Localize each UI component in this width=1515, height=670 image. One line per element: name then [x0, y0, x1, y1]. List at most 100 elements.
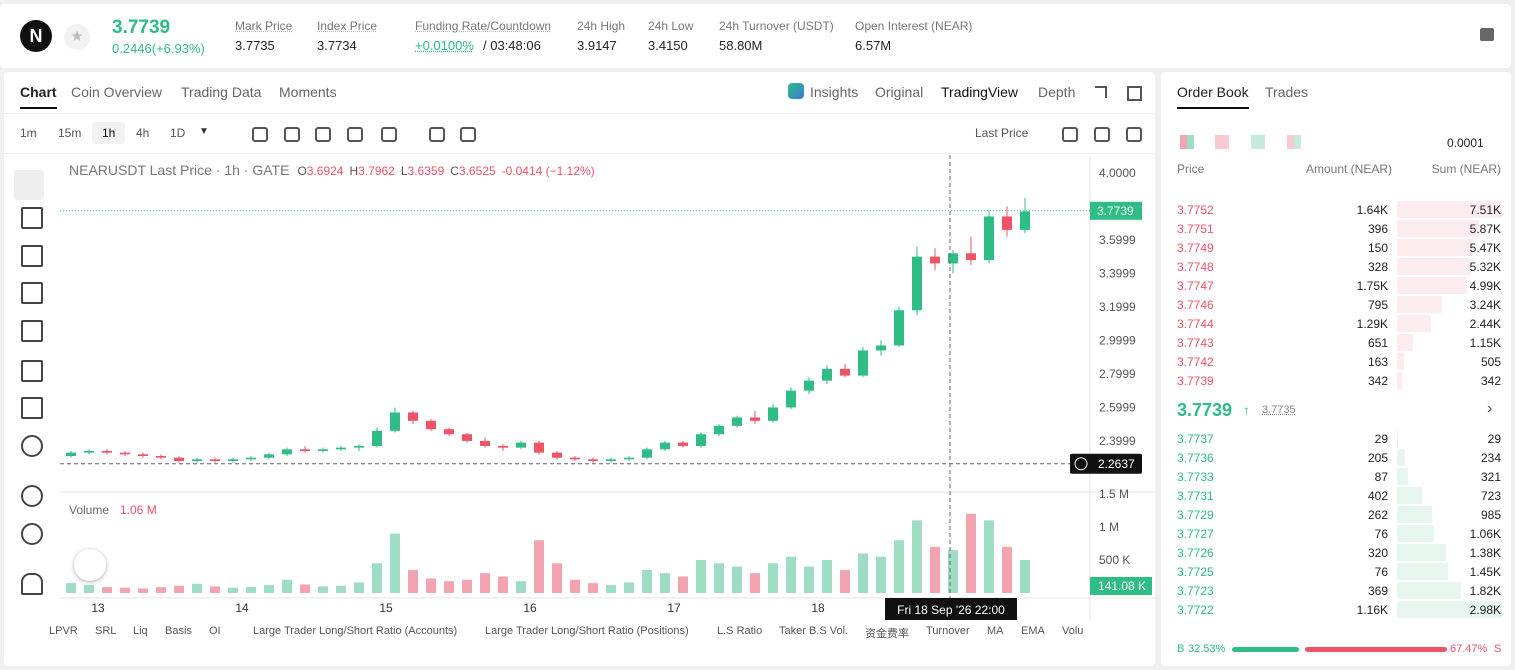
- candle-body: [804, 380, 814, 391]
- favorite-button[interactable]: ★: [64, 24, 90, 50]
- drawing-tool[interactable]: [21, 207, 43, 229]
- ob-sum: 505: [1480, 355, 1501, 369]
- tab[interactable]: Coin Overview: [71, 84, 163, 100]
- toolbar-icon[interactable]: [429, 127, 445, 142]
- tab[interactable]: Trading Data: [181, 84, 262, 100]
- view-tab[interactable]: Insights: [810, 84, 859, 100]
- toolbar-icon[interactable]: [252, 127, 268, 142]
- toolbar-icon[interactable]: [1126, 127, 1142, 142]
- indicator[interactable]: EMA: [1021, 625, 1045, 637]
- depth-bar: [1397, 544, 1446, 561]
- drawing-tool[interactable]: [21, 397, 43, 419]
- ob-view-icon[interactable]: [1180, 135, 1194, 149]
- candle-body: [156, 455, 166, 458]
- indicator[interactable]: SRL: [95, 625, 117, 637]
- candle-body: [192, 459, 202, 462]
- ob-tab[interactable]: Trades: [1265, 84, 1309, 100]
- ob-sum: 7.51K: [1469, 203, 1501, 217]
- ob-view-icon[interactable]: [1215, 135, 1229, 149]
- view-tab[interactable]: Depth: [1038, 84, 1076, 100]
- volume-bar: [390, 533, 400, 593]
- indicator[interactable]: Liq: [133, 625, 148, 637]
- toolbar-icon[interactable]: [315, 127, 331, 142]
- magnet-tool[interactable]: [21, 573, 43, 595]
- toolbar-icon[interactable]: [381, 127, 397, 142]
- ob-precision[interactable]: 0.0001: [1447, 136, 1484, 150]
- toolbar-icon[interactable]: [347, 127, 363, 142]
- volume-bar: [372, 563, 382, 593]
- volume-tick-label: 1 M: [1099, 520, 1119, 534]
- interval[interactable]: 15m: [58, 126, 82, 140]
- drawing-tool[interactable]: [14, 170, 44, 200]
- drawing-tool[interactable]: [21, 282, 43, 304]
- crosshair-plus: [1074, 457, 1088, 471]
- y-tick-label: 3.5999: [1099, 233, 1136, 247]
- candle-body: [606, 459, 616, 462]
- legend-c_value: 3.6525: [458, 164, 496, 178]
- drawing-tool[interactable]: [21, 245, 43, 267]
- last-volume-tag: [1090, 577, 1152, 595]
- toolbar-icon[interactable]: [284, 127, 300, 142]
- crosshair-time-label: Fri 18 Sep '26 22:00: [897, 603, 1005, 617]
- drawing-tool[interactable]: [21, 360, 43, 382]
- indicator[interactable]: Turnover: [926, 625, 970, 637]
- indicator[interactable]: MA: [987, 625, 1004, 637]
- crosshair-time-tag: [885, 598, 1017, 620]
- tab[interactable]: Chart: [20, 84, 57, 109]
- toolbar-icon[interactable]: [1062, 127, 1078, 142]
- indicator[interactable]: OI: [209, 625, 221, 637]
- legend-title: NEARUSDT Last Price · 1h · GATE: [69, 162, 290, 178]
- candle-body: [444, 429, 454, 435]
- depth-bar: [1397, 220, 1480, 237]
- view-tab[interactable]: TradingView: [941, 84, 1019, 100]
- settings-icon[interactable]: [1480, 28, 1494, 41]
- fullscreen-icon[interactable]: [1095, 86, 1107, 98]
- candle-body: [966, 253, 976, 261]
- interval[interactable]: 1D: [170, 126, 186, 140]
- interval-dropdown[interactable]: ▼: [199, 126, 209, 137]
- volume-bar: [786, 556, 796, 593]
- ob-view-icon[interactable]: [1287, 135, 1301, 149]
- ob-sum: 3.24K: [1469, 298, 1501, 312]
- drawing-tool[interactable]: [21, 435, 43, 457]
- indicator[interactable]: Taker B.S Vol.: [779, 625, 849, 637]
- depth-bar: [1397, 353, 1405, 370]
- drawing-tool[interactable]: [21, 320, 43, 342]
- indicator[interactable]: L.S Ratio: [717, 625, 763, 637]
- candle-body: [822, 368, 832, 381]
- indicator[interactable]: Basis: [165, 625, 192, 637]
- interval[interactable]: 4h: [136, 126, 150, 140]
- volume-bar: [966, 513, 976, 593]
- candle-body: [354, 445, 364, 448]
- indicator[interactable]: Large Trader Long/Short Ratio (Positions…: [485, 625, 689, 637]
- ob-tab[interactable]: Order Book: [1177, 84, 1249, 109]
- view-tab[interactable]: Original: [875, 84, 924, 100]
- toolbar-icon[interactable]: [1094, 127, 1110, 142]
- stat-value: +0.0100%: [415, 38, 474, 53]
- ob-amount: 1.29K: [1356, 317, 1388, 331]
- drawing-tool[interactable]: [21, 485, 43, 507]
- tab[interactable]: Moments: [279, 84, 337, 100]
- candle-body: [228, 459, 238, 462]
- volume-bar: [678, 576, 688, 593]
- ob-price: 3.7747: [1177, 279, 1214, 293]
- indicator[interactable]: LPVR: [49, 625, 78, 637]
- indicator[interactable]: Volu: [1062, 625, 1084, 637]
- volume-bar: [840, 569, 850, 593]
- candle-body: [408, 412, 418, 421]
- ob-amount: 262: [1367, 508, 1388, 522]
- depth-bar: [1397, 449, 1406, 466]
- price-type[interactable]: Last Price: [975, 126, 1029, 140]
- interval[interactable]: 1m: [20, 126, 37, 140]
- toolbar-icon[interactable]: [460, 127, 476, 142]
- drawing-tool[interactable]: [21, 523, 43, 545]
- indicator[interactable]: Large Trader Long/Short Ratio (Accounts): [253, 625, 458, 637]
- layout-icon[interactable]: [1127, 86, 1142, 101]
- interval[interactable]: 1h: [102, 126, 116, 140]
- indicator[interactable]: 资金费率: [865, 628, 909, 640]
- ob-sum: 5.87K: [1469, 222, 1501, 236]
- ob-more[interactable]: ›: [1487, 400, 1493, 417]
- volume-legend: Volume: [69, 503, 110, 517]
- ob-sum: 985: [1480, 508, 1501, 522]
- ob-view-icon[interactable]: [1251, 135, 1265, 149]
